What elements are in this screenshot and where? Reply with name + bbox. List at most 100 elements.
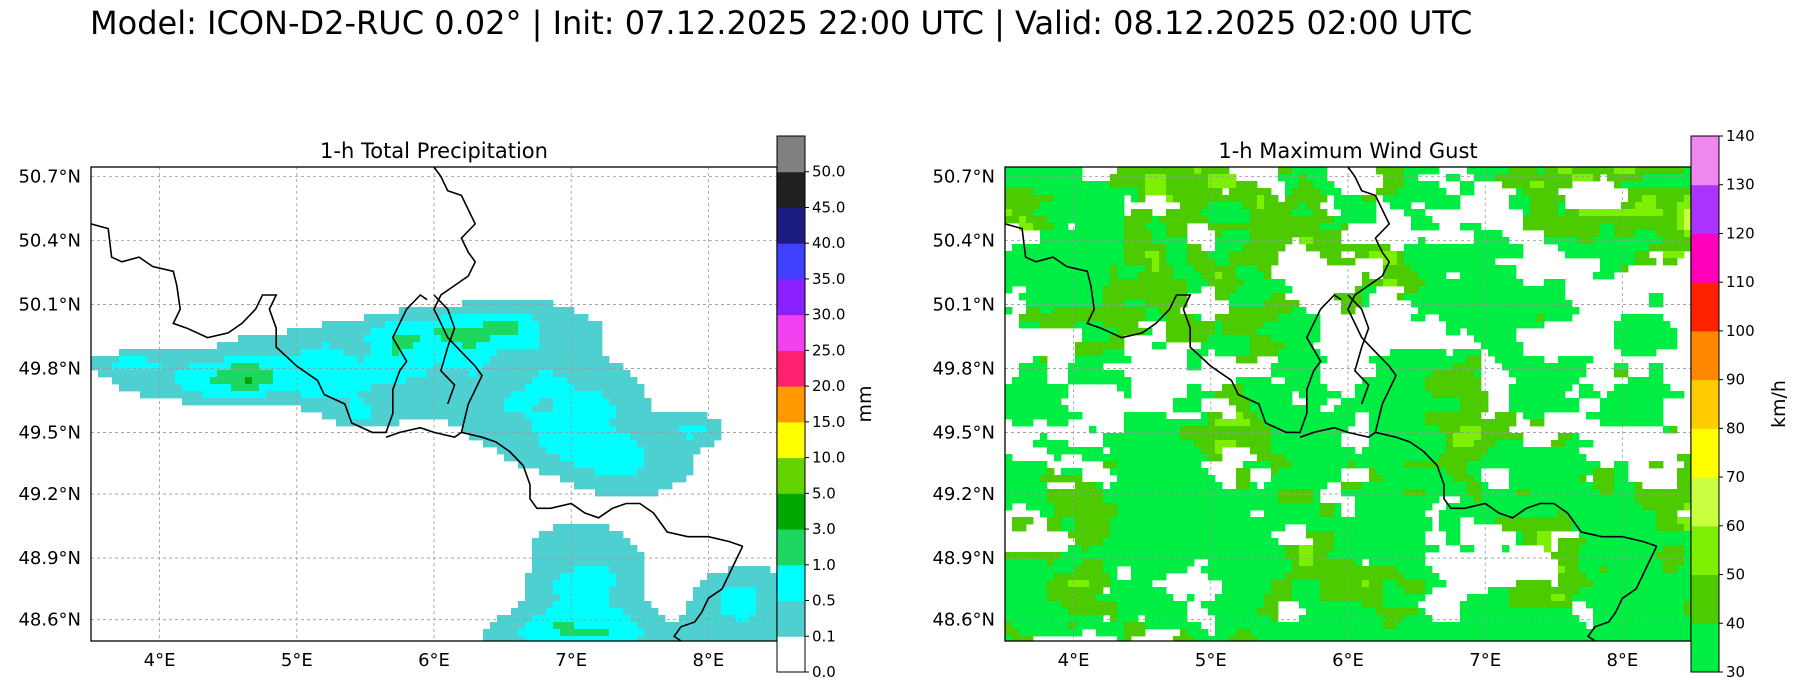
precip-cell <box>700 580 708 588</box>
wind-cell <box>1628 230 1636 238</box>
wind-cell <box>1306 426 1314 434</box>
precip-cell <box>588 412 596 420</box>
wind-cell <box>1530 503 1538 511</box>
wind-cell <box>1397 195 1405 203</box>
wind-cell <box>1180 272 1188 280</box>
wind-cell <box>1558 398 1566 406</box>
precip-cell <box>553 531 561 539</box>
wind-cell <box>1642 244 1650 252</box>
precip-cell <box>364 391 372 399</box>
wind-cell <box>1313 202 1321 210</box>
wind-cell <box>1173 272 1181 280</box>
wind-cell <box>1411 174 1419 182</box>
wind-cell <box>1313 223 1321 231</box>
precip-cell <box>525 433 533 441</box>
wind-cell <box>1327 468 1335 476</box>
precip-cell <box>455 328 463 336</box>
wind-cell <box>1033 496 1041 504</box>
wind-cell <box>1208 412 1216 420</box>
wind-cell <box>1502 433 1510 441</box>
wind-cell <box>1544 496 1552 504</box>
wind-cell <box>1544 300 1552 308</box>
wind-cell <box>1089 230 1097 238</box>
wind-cell <box>1376 496 1384 504</box>
precip-cell <box>287 370 295 378</box>
wind-cell <box>1446 377 1454 385</box>
wind-cell <box>1516 181 1524 189</box>
wind-cell <box>1439 482 1447 490</box>
precip-cell <box>483 328 491 336</box>
wind-cell <box>1264 496 1272 504</box>
precip-cell <box>609 440 617 448</box>
precip-cell <box>322 342 330 350</box>
wind-cell <box>1103 377 1111 385</box>
wind-cell <box>1586 412 1594 420</box>
wind-cell <box>1397 419 1405 427</box>
precip-cell <box>378 328 386 336</box>
precip-cell <box>315 377 323 385</box>
precip-cell <box>574 328 582 336</box>
wind-cell <box>1166 335 1174 343</box>
wind-cell <box>1348 300 1356 308</box>
wind-cell <box>1551 454 1559 462</box>
wind-cell <box>1635 188 1643 196</box>
wind-cell <box>1103 314 1111 322</box>
precip-cell <box>742 629 750 637</box>
wind-cell <box>1544 167 1552 175</box>
wind-cell <box>1271 447 1279 455</box>
wind-cell <box>1215 230 1223 238</box>
wind-cell <box>1593 223 1601 231</box>
wind-cell <box>1418 426 1426 434</box>
precip-cell <box>693 433 701 441</box>
precip-cell <box>280 335 288 343</box>
precip-cell <box>560 636 568 641</box>
wind-cell <box>1467 328 1475 336</box>
precip-cell <box>357 328 365 336</box>
precip-cell <box>497 356 505 364</box>
precip-cell <box>259 384 267 392</box>
precip-cell <box>567 454 575 462</box>
wind-cell <box>1397 181 1405 189</box>
precip-cell <box>182 377 190 385</box>
precip-cell <box>553 307 561 315</box>
precip-cell <box>770 629 777 637</box>
wind-cell <box>1152 468 1160 476</box>
wind-cell <box>1005 258 1013 266</box>
wind-cell <box>1418 405 1426 413</box>
precip-cell <box>378 314 386 322</box>
wind-cell <box>1334 440 1342 448</box>
wind-cell <box>1166 482 1174 490</box>
precip-cell <box>595 335 603 343</box>
wind-cell <box>1019 405 1027 413</box>
wind-cell <box>1082 202 1090 210</box>
wind-cell <box>1026 363 1034 371</box>
precip-cell <box>637 440 645 448</box>
precip-cell <box>623 468 631 476</box>
precip-cell <box>434 384 442 392</box>
wind-cell <box>1187 391 1195 399</box>
wind-cell <box>1481 489 1489 497</box>
wind-cell <box>1383 181 1391 189</box>
precip-cell <box>574 531 582 539</box>
precip-cell <box>511 447 519 455</box>
wind-cell <box>1621 398 1629 406</box>
precip-cell <box>392 363 400 371</box>
wind-cell <box>1439 265 1447 273</box>
precip-cell <box>658 419 666 427</box>
wind-cell <box>1425 419 1433 427</box>
wind-cell <box>1159 440 1167 448</box>
wind-cell <box>1026 188 1034 196</box>
wind-cell <box>1530 454 1538 462</box>
wind-cell <box>1320 398 1328 406</box>
wind-cell <box>1313 195 1321 203</box>
wind-cell <box>1040 370 1048 378</box>
precip-cell <box>658 629 666 637</box>
wind-cell <box>1341 202 1349 210</box>
wind-cell <box>1012 174 1020 182</box>
precip-cell <box>210 356 218 364</box>
precip-cell <box>581 328 589 336</box>
precip-cell <box>455 363 463 371</box>
wind-cell <box>1110 223 1118 231</box>
wind-cell <box>1124 468 1132 476</box>
wind-cell <box>1012 195 1020 203</box>
